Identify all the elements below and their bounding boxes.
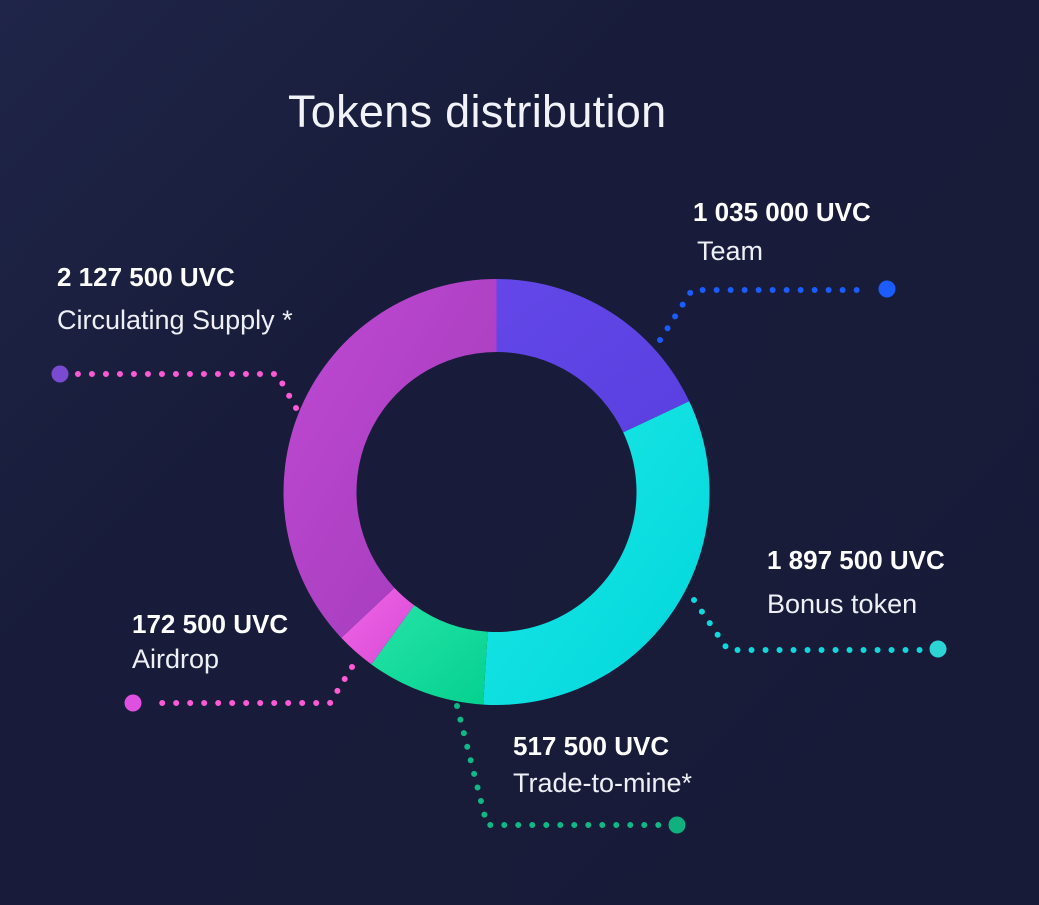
slice-team bbox=[496, 279, 690, 433]
trade-value-label: 517 500 UVC bbox=[513, 731, 670, 761]
leader-line-circ bbox=[73, 371, 299, 411]
leader-line-team bbox=[657, 287, 873, 343]
team-name-label: Team bbox=[697, 236, 764, 266]
slice-airdrop bbox=[341, 587, 415, 665]
leader-dot-circ bbox=[51, 365, 69, 383]
leader-dot-trade bbox=[668, 816, 686, 834]
leader-dot-airdrop bbox=[124, 694, 142, 712]
leader-dot-bonus bbox=[929, 640, 947, 658]
leader-line-trade bbox=[454, 703, 663, 828]
slice-bonus bbox=[483, 401, 710, 705]
leader-line-airdrop bbox=[147, 664, 355, 706]
leader-dot-team bbox=[878, 280, 896, 298]
airdrop-value-label: 172 500 UVC bbox=[132, 609, 289, 639]
slice-trade bbox=[371, 605, 488, 705]
trade-name-label: Trade-to-mine* bbox=[513, 768, 693, 798]
bonus-value-label: 1 897 500 UVC bbox=[767, 545, 945, 575]
circulating-value-label: 2 127 500 UVC bbox=[57, 262, 235, 292]
circulating-name-label: Circulating Supply * bbox=[57, 305, 293, 335]
team-value-label: 1 035 000 UVC bbox=[693, 197, 871, 227]
slice-circ bbox=[283, 279, 497, 638]
airdrop-name-label: Airdrop bbox=[132, 644, 220, 674]
chart-title: Tokens distribution bbox=[288, 86, 667, 137]
bonus-name-label: Bonus token bbox=[767, 589, 918, 619]
